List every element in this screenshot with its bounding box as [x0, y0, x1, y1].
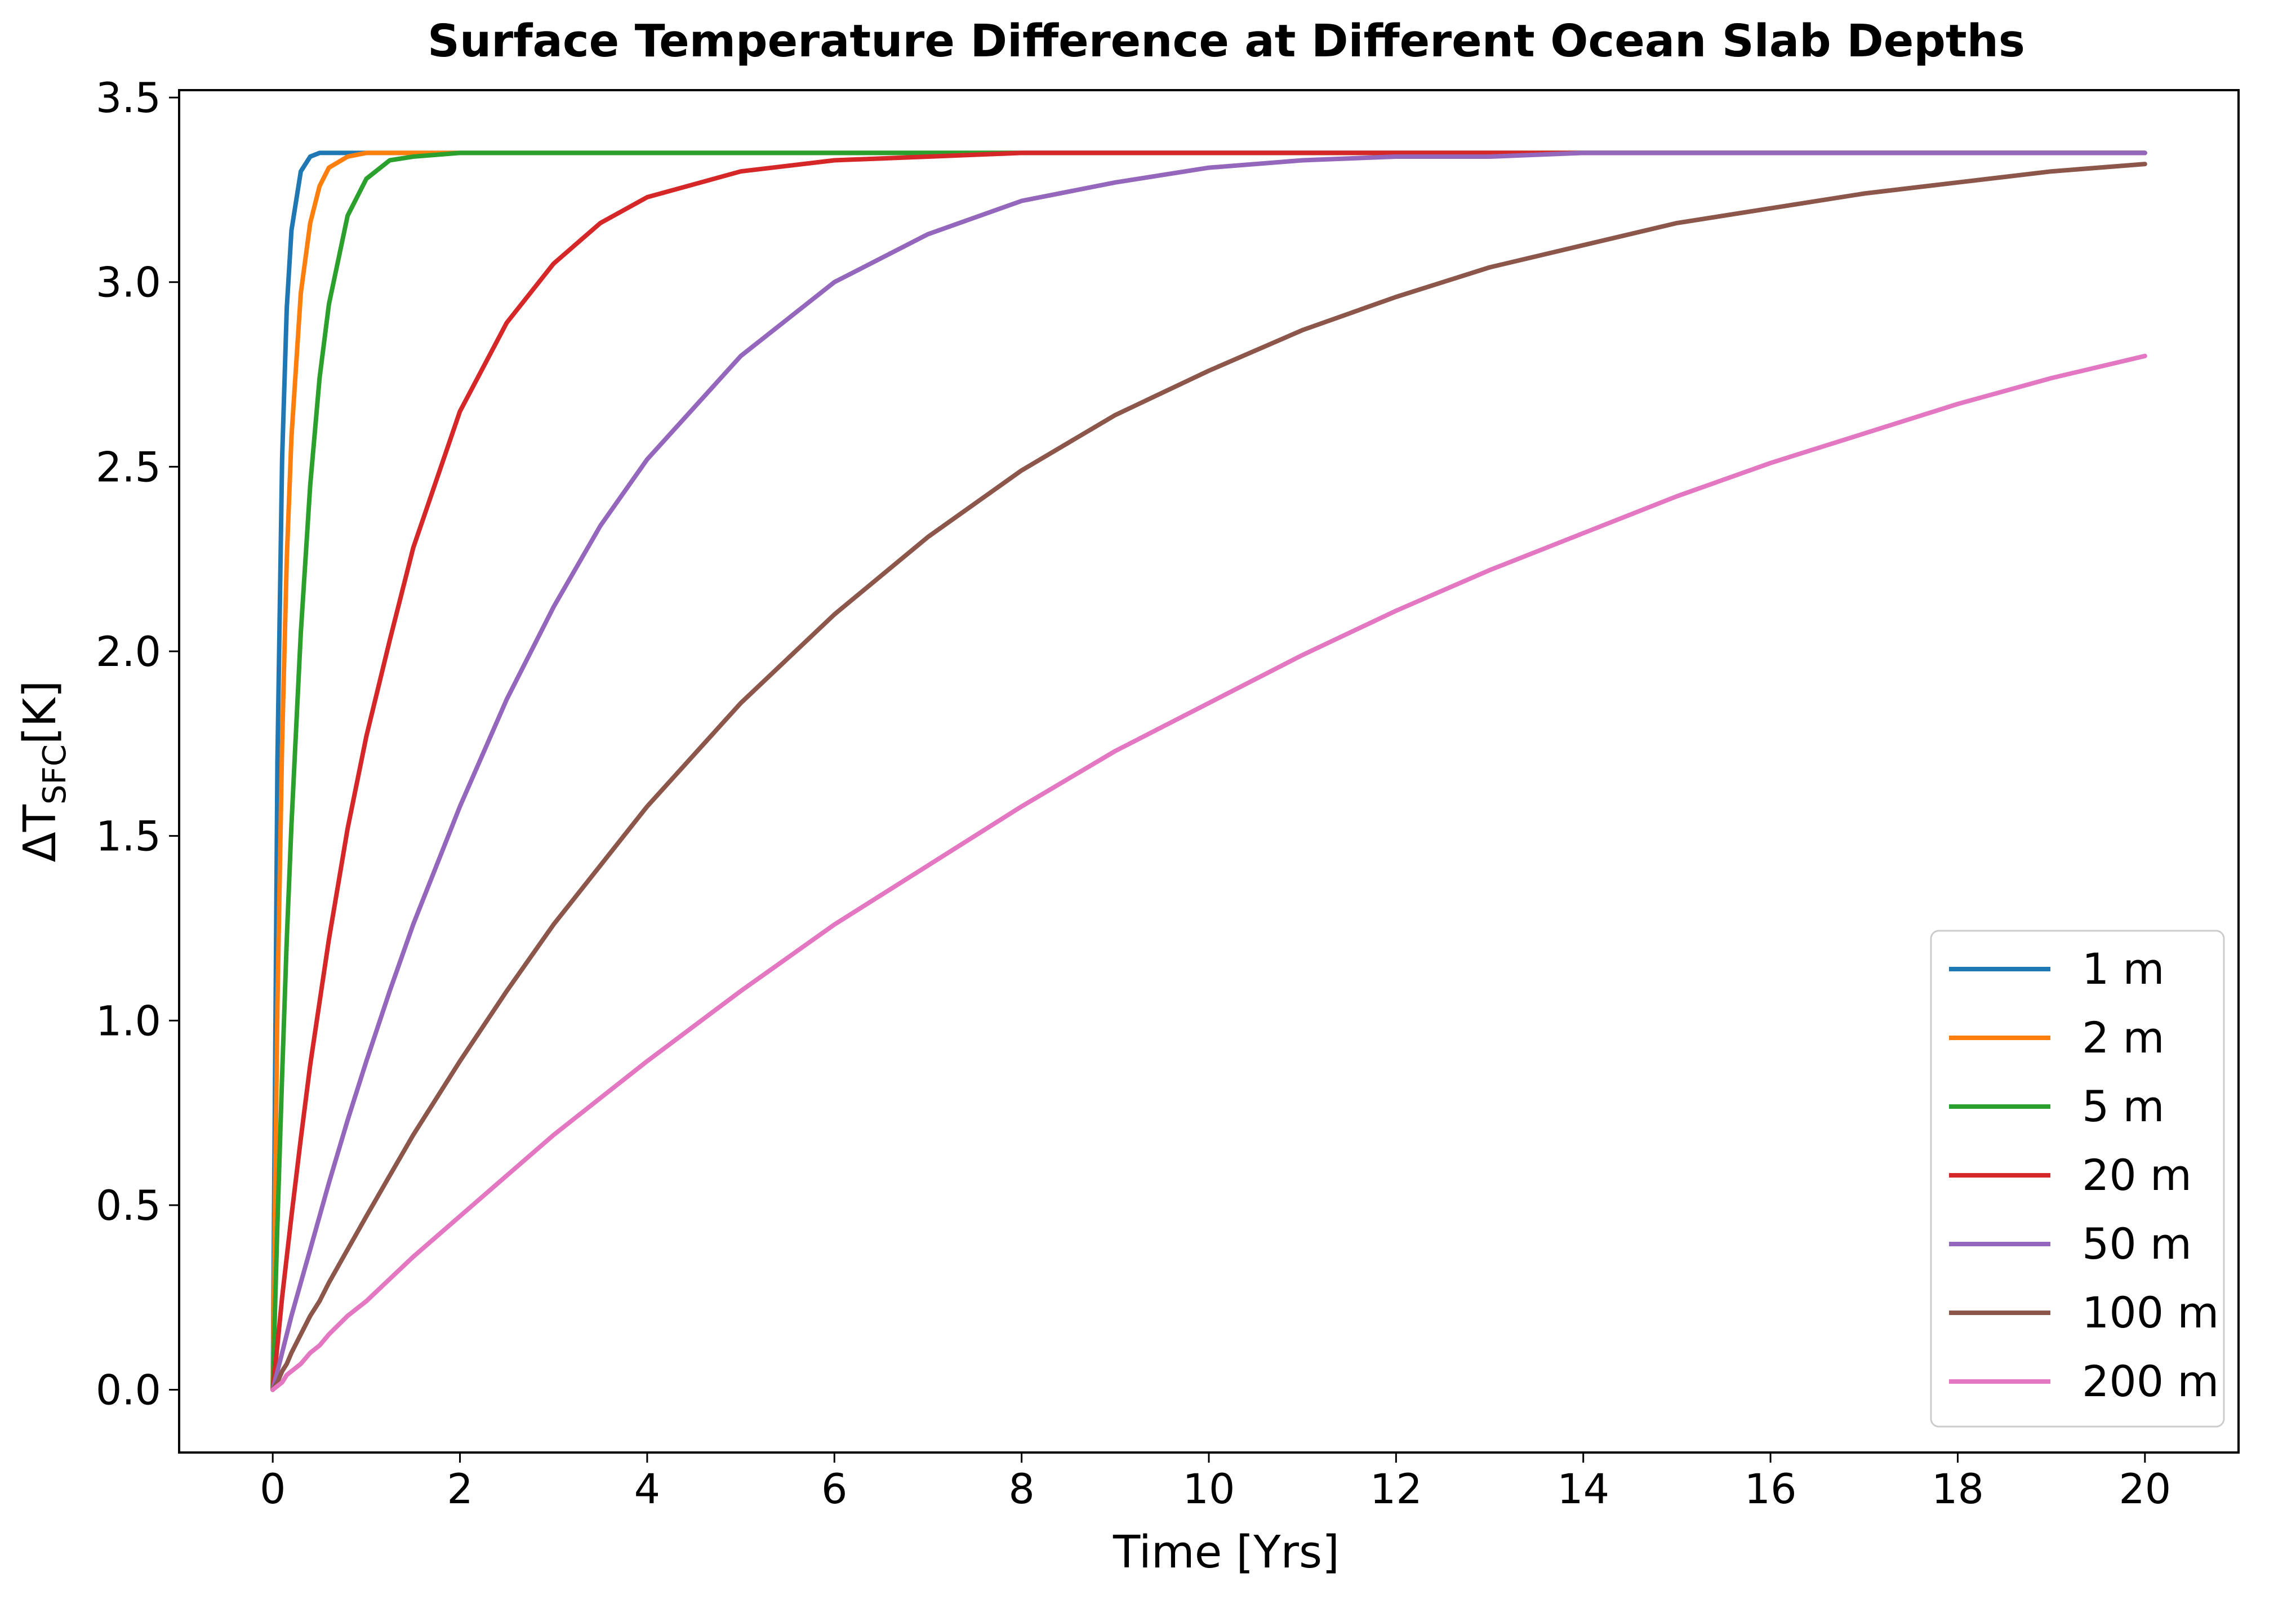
x-tick-label: 2 [447, 1465, 473, 1513]
y-tick-label: 3.5 [96, 74, 161, 122]
legend-label: 50 m [2082, 1219, 2192, 1269]
series-line-2-m [270, 150, 2147, 1392]
x-tick-label: 0 [260, 1465, 286, 1513]
y-tick-label: 0.5 [96, 1182, 161, 1230]
legend-label: 5 m [2082, 1081, 2165, 1131]
legend: 1 m 2 m 5 m 20 m 50 m 100 m 200 m [1930, 930, 2225, 1428]
x-tick-label: 18 [1932, 1465, 1984, 1513]
y-tick-label: 2.0 [96, 628, 161, 676]
y-tick-label: 2.5 [96, 443, 161, 491]
series-line-1-m [270, 150, 2147, 1392]
series-line-100-m [270, 162, 2147, 1392]
y-tick-label: 1.0 [96, 997, 161, 1045]
legend-label: 20 m [2082, 1150, 2192, 1200]
series-lines [270, 150, 2147, 1392]
series-line-5-m [270, 150, 2147, 1392]
series-line-20-m [270, 150, 2147, 1392]
y-axis-label: ΔTSFC[K] [14, 681, 73, 863]
x-tick-label: 12 [1370, 1465, 1422, 1513]
x-tick-label: 4 [634, 1465, 660, 1513]
legend-label: 200 m [2082, 1356, 2219, 1406]
x-axis: 0 2 4 6 8 10 12 14 16 18 20 [260, 1453, 2171, 1513]
plot-frame [178, 89, 2240, 1454]
chart-title: Surface Temperature Difference at Differ… [428, 15, 2025, 67]
x-tick-label: 16 [1745, 1465, 1797, 1513]
x-tick-label: 14 [1557, 1465, 1609, 1513]
x-tick-label: 8 [1008, 1465, 1034, 1513]
legend-label: 100 m [2082, 1287, 2219, 1338]
legend-label: 1 m [2082, 944, 2165, 994]
legend-label: 2 m [2082, 1012, 2165, 1063]
x-tick-label: 10 [1183, 1465, 1235, 1513]
y-axis: 0.0 0.5 1.0 1.5 2.0 2.5 3.0 3.5 [96, 74, 179, 1415]
series-line-200-m [270, 353, 2147, 1392]
y-tick-label: 3.0 [96, 259, 161, 307]
x-tick-label: 6 [821, 1465, 847, 1513]
y-tick-label: 1.5 [96, 813, 161, 861]
y-tick-label: 0.0 [96, 1367, 161, 1415]
x-tick-label: 20 [2119, 1465, 2171, 1513]
series-line-50-m [270, 150, 2147, 1392]
legend-box [1930, 930, 2225, 1428]
x-axis-label: Time [Yrs] [1113, 1526, 1340, 1578]
